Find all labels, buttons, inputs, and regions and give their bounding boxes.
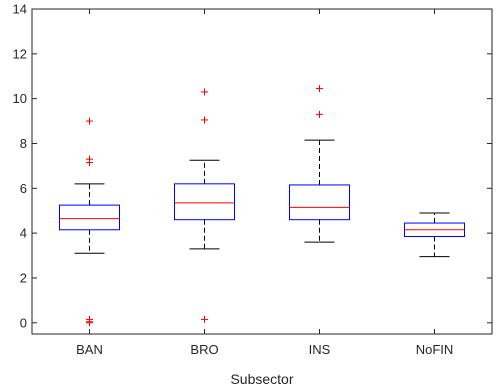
- boxes: [59, 85, 465, 327]
- x-tick-label: BAN: [76, 342, 103, 357]
- x-axis: BAN BRO INS NoFIN: [76, 9, 453, 357]
- x-tick-label: NoFIN: [416, 342, 454, 357]
- x-axis-title: Subsector: [230, 371, 293, 387]
- outlier-point: [201, 88, 208, 96]
- x-tick-label: INS: [309, 342, 331, 357]
- y-tick-label: 0: [20, 315, 27, 330]
- y-tick-label: 14: [13, 2, 27, 17]
- y-tick-label: 2: [20, 270, 27, 285]
- outlier-point: [201, 116, 208, 124]
- y-tick-label: 6: [20, 181, 27, 196]
- y-tick-label: 4: [20, 226, 27, 241]
- y-axis: 0 2 4 6 8 10 12 14: [13, 2, 492, 330]
- plot-area: [31, 8, 493, 335]
- y-tick-label: 8: [20, 136, 27, 151]
- box-bro: [174, 88, 235, 323]
- outlier-point: [86, 319, 93, 327]
- outlier-point: [201, 315, 208, 323]
- box-ins: [289, 85, 350, 243]
- iqr-box: [174, 183, 235, 221]
- box-ban: [59, 117, 120, 327]
- y-tick-label: 12: [13, 46, 27, 61]
- outlier-point: [86, 117, 93, 125]
- iqr-box: [289, 184, 350, 221]
- x-tick-label: BRO: [190, 342, 218, 357]
- outlier-point: [86, 159, 93, 167]
- outlier-point: [316, 110, 323, 118]
- box-nofin: [404, 212, 465, 258]
- y-tick-label: 10: [13, 91, 27, 106]
- iqr-box: [59, 204, 120, 231]
- outlier-point: [316, 85, 323, 93]
